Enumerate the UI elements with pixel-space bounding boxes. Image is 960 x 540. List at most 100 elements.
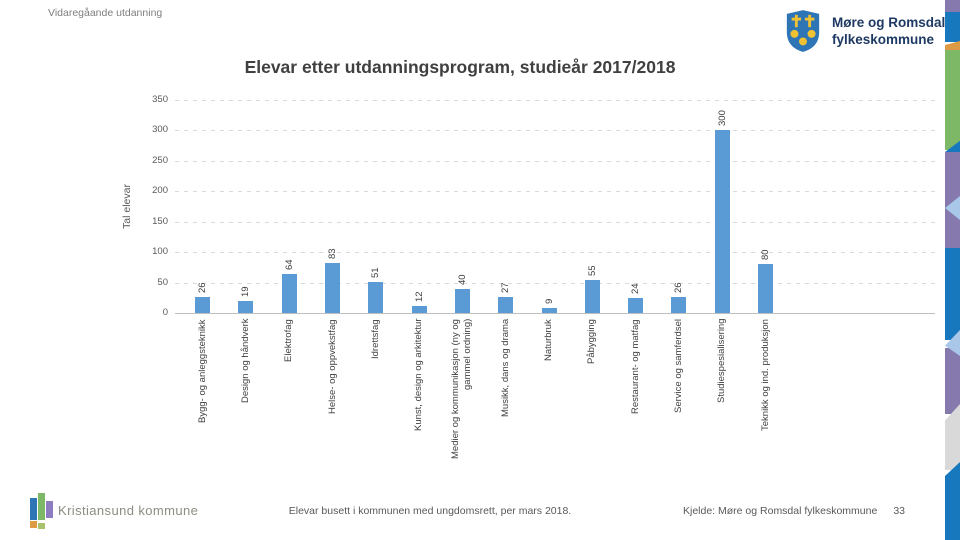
- y-tick-label: 150: [152, 215, 168, 227]
- stripe-segment: [945, 41, 960, 51]
- page-eyebrow: Vidaregåande utdanning: [48, 7, 163, 19]
- bar-value-text: 300: [716, 110, 728, 127]
- edge-decoration: [945, 0, 960, 540]
- footer-source: Kjelde: Møre og Romsdal fylkeskommune: [682, 505, 878, 517]
- category-label: Idrettsfag: [354, 319, 397, 497]
- category-text: Bygg- og anleggsteknikk: [196, 319, 208, 423]
- category-label: Service og samferdsel: [657, 319, 700, 497]
- bar-value-label: 24: [614, 244, 657, 295]
- category-text: Elektrofag: [283, 319, 295, 362]
- chart-title: Elevar etter utdanningsprogram, studieår…: [244, 57, 676, 77]
- category-text: Teknikk og ind. produksjon: [759, 319, 771, 431]
- bar: [325, 262, 341, 313]
- category-text: Studiespesialisering: [716, 319, 728, 404]
- bar: [714, 130, 730, 313]
- bar-value-text: 40: [456, 274, 468, 285]
- bar-value-text: 55: [586, 264, 598, 276]
- county-logo: Møre og Romsdal fylkeskommune: [784, 9, 945, 53]
- gridline: [175, 130, 935, 132]
- bar: [238, 301, 254, 313]
- category-text: Design og håndverk: [239, 319, 251, 404]
- bar-value-text: 64: [283, 259, 295, 271]
- category-label: Teknikk og ind. produksjon: [744, 319, 787, 497]
- bar-value-text: 83: [327, 247, 339, 259]
- bar-value-label: 55: [571, 226, 614, 276]
- crest-shield-icon: [786, 10, 820, 52]
- stripe-segment: [945, 404, 960, 470]
- bar-value-label: 26: [181, 243, 224, 294]
- bar-value-text: 19: [240, 286, 252, 298]
- category-text: Idrettsfag: [369, 319, 381, 359]
- gridline: [175, 191, 935, 193]
- stripe-segment: [945, 248, 960, 340]
- stripe-segment: [945, 50, 960, 150]
- category-label: Medier og kommunikasjon (ny og gammel or…: [441, 319, 484, 497]
- bar-value-text: 51: [370, 267, 382, 278]
- category-text: Kunst, design og arkitektur: [413, 319, 425, 432]
- category-text: Service og samferdsel: [672, 319, 684, 413]
- bar-value-label: 64: [268, 220, 311, 270]
- bar: [281, 274, 297, 313]
- county-name-line2: fylkeskommune: [832, 32, 935, 47]
- bar-value-label: 51: [354, 228, 397, 278]
- page-number: 33: [893, 505, 905, 517]
- stripe-segment: [945, 12, 960, 42]
- y-tick-label: 50: [157, 276, 168, 288]
- gridline: [175, 160, 935, 162]
- bar-value-label: 12: [398, 252, 441, 302]
- y-tick-label: 200: [152, 185, 168, 197]
- y-tick-label: 100: [152, 246, 168, 258]
- category-text: Musikk, dans og drama: [499, 319, 511, 418]
- bar: [498, 296, 514, 313]
- y-tick-label: 0: [162, 307, 168, 318]
- bar: [671, 297, 687, 313]
- county-name: Møre og Romsdal fylkeskommune: [832, 14, 945, 48]
- footer-note: Elevar busett i kommunen med ungdomsrett…: [288, 505, 572, 517]
- bar-value-label: 27: [484, 243, 527, 293]
- footer-org-name: Kristiansund kommune: [58, 503, 199, 518]
- bar: [195, 297, 211, 313]
- footer-right: Kjelde: Møre og Romsdal fylkeskommune 33: [683, 505, 905, 517]
- bar-value-text: 12: [413, 291, 425, 302]
- stripe-segment: [945, 462, 960, 540]
- category-label: Bygg- og anleggsteknikk: [181, 319, 224, 497]
- bar-value-label: 26: [657, 243, 700, 294]
- bar: [628, 298, 644, 313]
- bar: [411, 305, 427, 313]
- bar-value-text: 26: [673, 282, 685, 294]
- bar-value-label: 83: [311, 209, 354, 259]
- category-label: Studiespesialisering: [701, 319, 744, 497]
- bar: [541, 307, 557, 313]
- y-tick-label: 350: [152, 94, 168, 105]
- y-tick-label: 250: [152, 154, 168, 166]
- stripe-segment: [945, 152, 960, 248]
- bar-value-text: 80: [760, 249, 772, 261]
- bar: [454, 288, 470, 313]
- bar: [758, 264, 774, 313]
- gridline: [175, 100, 935, 101]
- bar-value-text: 24: [630, 283, 642, 295]
- county-name-line1: Møre og Romsdal: [832, 15, 946, 30]
- gridline: [175, 282, 935, 284]
- category-text: Naturbruk: [543, 319, 555, 361]
- plot-area: 26 19 64 83 51 12 40 27 9 55 24 26 300 80: [175, 100, 935, 314]
- y-tick-label: 300: [152, 124, 168, 136]
- gridline: [175, 221, 935, 223]
- bar-value-label: 80: [744, 210, 787, 261]
- category-text: Restaurant- og matfag: [629, 319, 641, 414]
- category-label: Elektrofag: [268, 319, 311, 497]
- category-text: Medier og kommunikasjon (ny og gammel or…: [450, 319, 474, 459]
- gridline: [175, 252, 935, 254]
- bar: [584, 279, 600, 313]
- bar-value-text: 26: [197, 282, 209, 294]
- stripe-segment: [945, 0, 960, 13]
- bar-value-text: 9: [543, 298, 555, 304]
- bar: [368, 281, 384, 313]
- category-label: Naturbruk: [527, 319, 570, 497]
- bar-value-text: 27: [500, 282, 512, 293]
- bar-value-label: 40: [441, 235, 484, 285]
- y-axis-ticks: 0 50 100 150 200 250 300 350: [100, 94, 168, 318]
- category-label: Musikk, dans og drama: [484, 319, 527, 497]
- bar-value-label: 9: [527, 254, 570, 304]
